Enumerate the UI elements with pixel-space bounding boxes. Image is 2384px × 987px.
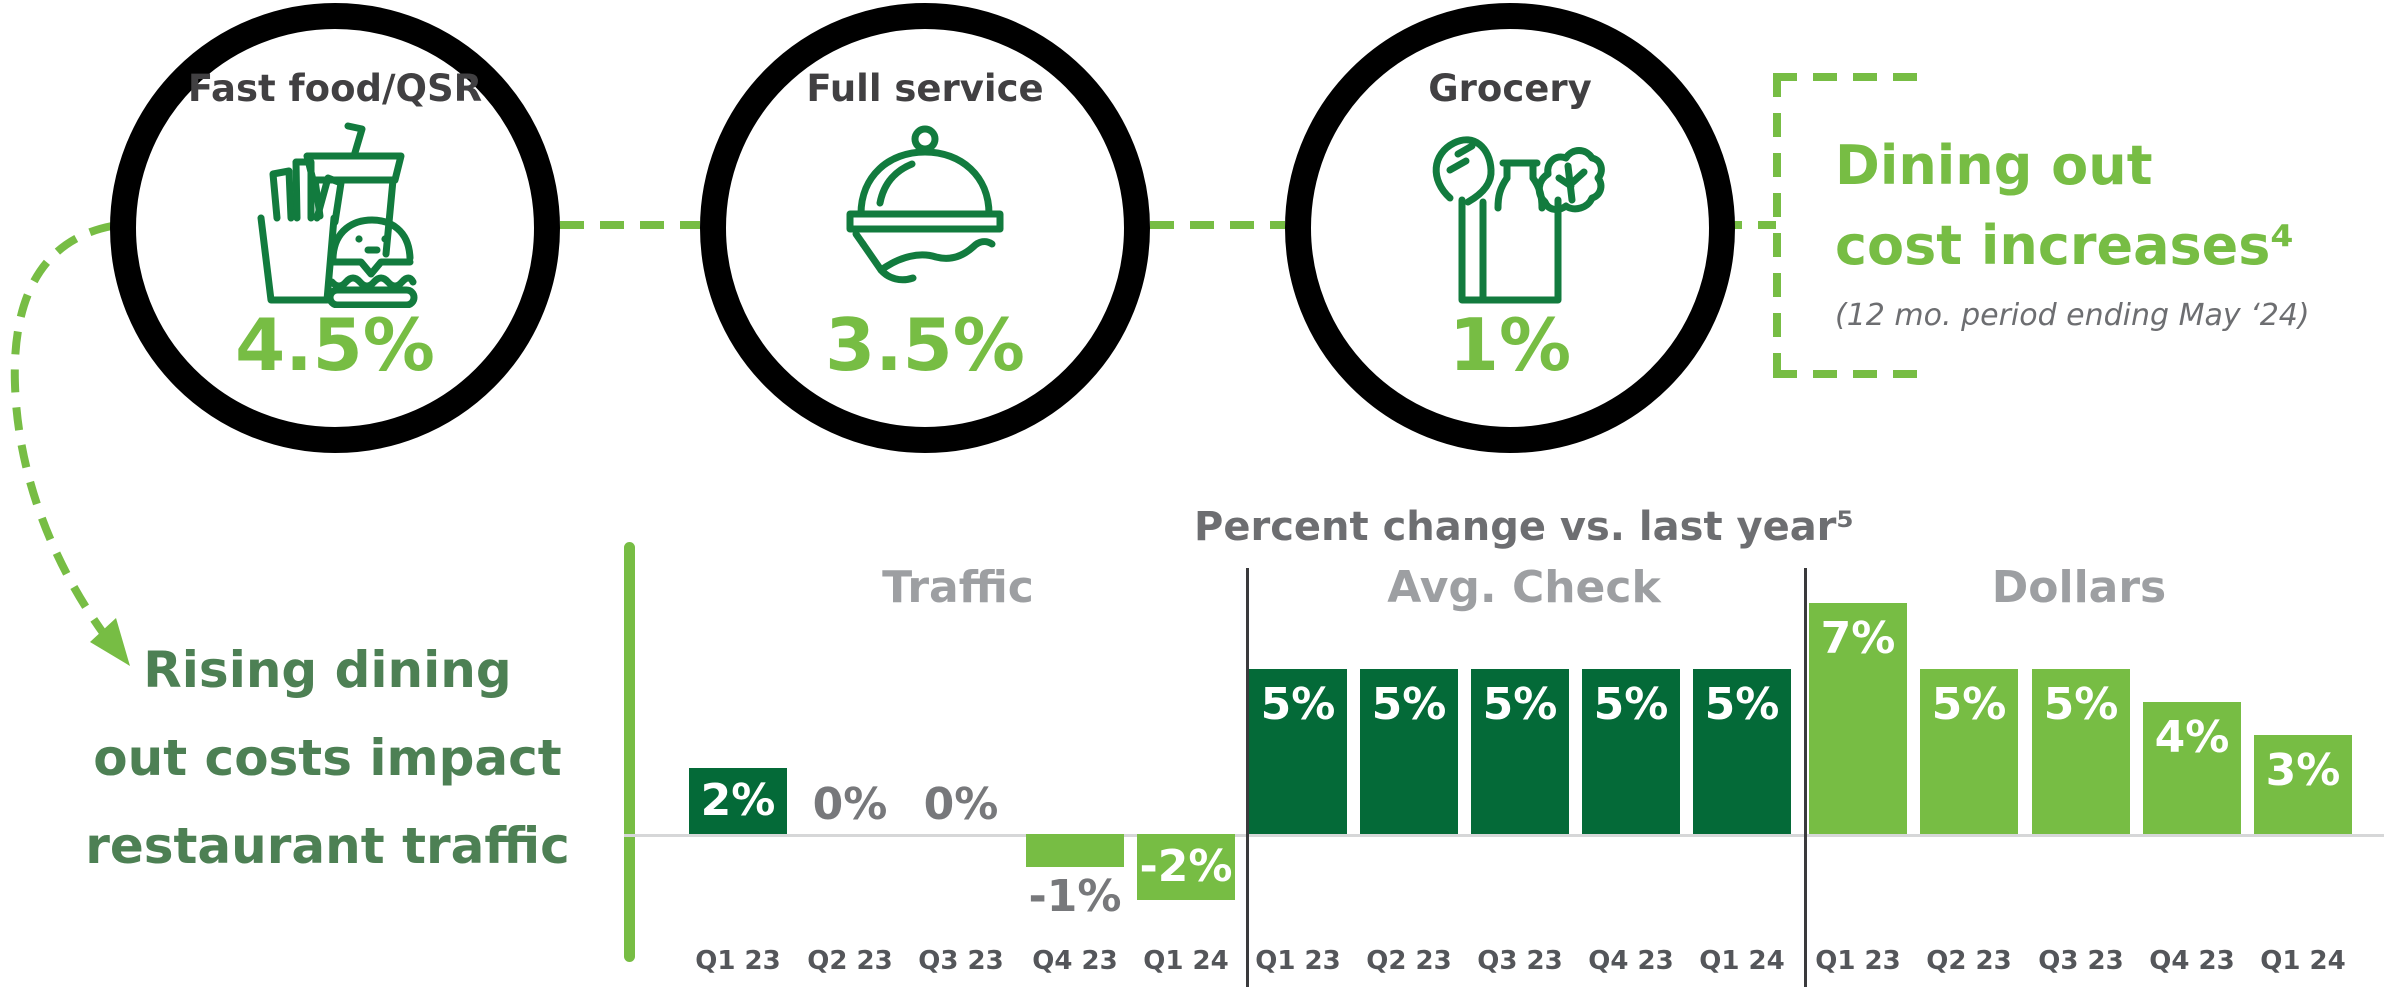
circle-full-service-value: 3.5% — [825, 303, 1025, 387]
callout-bracket-vertical — [1773, 73, 1781, 378]
bar-value-label-traffic-q3-23: 0% — [923, 779, 999, 830]
circle-grocery: Grocery 1% — [1285, 3, 1735, 453]
x-label-traffic-q2-23: Q2 23 — [807, 946, 893, 976]
callout-subtitle: (12 mo. period ending May ‘24) — [1835, 298, 2310, 333]
left-note-line-2: out costs impact — [93, 729, 562, 787]
bar-value-label-avg-check-q2-23: 5% — [1371, 679, 1447, 730]
x-label-traffic-q1-24: Q1 24 — [1143, 946, 1229, 976]
x-label-traffic-q1-23: Q1 23 — [695, 946, 781, 976]
x-label-avg-check-q1-23: Q1 23 — [1255, 946, 1341, 976]
bar-value-label-traffic-q2-23: 0% — [812, 779, 888, 830]
bar-avg-check-q3-23 — [1471, 669, 1569, 834]
x-label-dollars-q4-23: Q4 23 — [2149, 946, 2235, 976]
left-note-line-3: restaurant traffic — [85, 817, 570, 875]
x-label-traffic-q3-23: Q3 23 — [918, 946, 1004, 976]
bar-value-label-dollars-q2-23: 5% — [1931, 679, 2007, 730]
left-note-heading: Rising dining out costs impact restauran… — [40, 626, 615, 890]
group-title-dollars: Dollars — [1991, 562, 2167, 613]
callout-heading-line-2: cost increases⁴ — [1835, 214, 2295, 277]
group-separator-2 — [1804, 568, 1807, 987]
chart-baseline — [624, 834, 2384, 837]
bar-value-label-traffic-q1-24: -2% — [1139, 841, 1233, 892]
x-label-dollars-q3-23: Q3 23 — [2038, 946, 2124, 976]
bar-traffic-q1-23 — [689, 768, 787, 834]
bar-avg-check-q4-23 — [1582, 669, 1680, 834]
bar-avg-check-q1-23 — [1249, 669, 1347, 834]
bar-dollars-q1-24 — [2254, 735, 2352, 834]
bar-value-label-dollars-q1-24: 3% — [2265, 745, 2341, 796]
x-label-dollars-q2-23: Q2 23 — [1926, 946, 2012, 976]
callout-heading: Dining out cost increases⁴ — [1835, 126, 2294, 286]
circle-fast-food-value: 4.5% — [235, 303, 435, 387]
bar-dollars-q4-23 — [2143, 702, 2241, 834]
bar-value-label-avg-check-q1-24: 5% — [1704, 679, 1780, 730]
bar-value-label-traffic-q1-23: 2% — [700, 775, 776, 826]
chart-accent-line — [624, 542, 635, 962]
group-title-avg-check: Avg. Check — [1387, 562, 1661, 613]
circle-fast-food-label: Fast food/QSR — [187, 67, 483, 110]
bar-value-label-traffic-q4-23: -1% — [1028, 871, 1122, 922]
bar-value-label-dollars-q4-23: 4% — [2154, 712, 2230, 763]
fast-food-icon — [257, 122, 418, 308]
chart-title: Percent change vs. last year⁵ — [1194, 504, 1854, 550]
bar-traffic-q1-24 — [1137, 834, 1235, 900]
dashed-connector-2 — [1150, 221, 1285, 229]
bar-chart: Percent change vs. last year⁵ Traffic 2% Q… — [600, 480, 2384, 987]
circle-full-service-label: Full service — [806, 67, 1044, 110]
grocery-bag-icon — [1432, 136, 1605, 304]
group-separator-1 — [1246, 568, 1249, 987]
x-label-dollars-q1-23: Q1 23 — [1815, 946, 1901, 976]
dashed-connector-1 — [560, 221, 700, 229]
x-label-avg-check-q3-23: Q3 23 — [1477, 946, 1563, 976]
bar-value-label-dollars-q3-23: 5% — [2043, 679, 2119, 730]
bar-value-label-avg-check-q3-23: 5% — [1482, 679, 1558, 730]
group-title-traffic: Traffic — [882, 562, 1034, 613]
x-label-traffic-q4-23: Q4 23 — [1032, 946, 1118, 976]
x-label-avg-check-q1-24: Q1 24 — [1699, 946, 1785, 976]
bar-value-label-avg-check-q4-23: 5% — [1593, 679, 1669, 730]
bar-dollars-q2-23 — [1920, 669, 2018, 834]
left-note-line-1: Rising dining — [143, 641, 512, 699]
bar-dollars-q3-23 — [2032, 669, 2130, 834]
circle-grocery-label: Grocery — [1428, 67, 1592, 110]
callout-bracket-top — [1773, 73, 1930, 81]
callout-bracket-bottom — [1773, 370, 1930, 378]
bar-avg-check-q1-24 — [1693, 669, 1791, 834]
x-label-avg-check-q2-23: Q2 23 — [1366, 946, 1452, 976]
circle-full-service: Full service 3.5% — [700, 3, 1150, 453]
cloche-icon — [846, 125, 1004, 284]
circle-grocery-value: 1% — [1448, 303, 1572, 387]
bar-avg-check-q2-23 — [1360, 669, 1458, 834]
callout-heading-line-1: Dining out — [1835, 134, 2153, 197]
bar-value-label-dollars-q1-23: 7% — [1820, 613, 1896, 664]
bar-traffic-q4-23 — [1026, 834, 1124, 867]
dashed-connector-3 — [1718, 221, 1776, 229]
bar-dollars-q1-23 — [1809, 603, 1907, 834]
x-label-avg-check-q4-23: Q4 23 — [1588, 946, 1674, 976]
bar-value-label-avg-check-q1-23: 5% — [1260, 679, 1336, 730]
x-label-dollars-q1-24: Q1 24 — [2260, 946, 2346, 976]
circle-fast-food: Fast food/QSR 4.5% — [110, 3, 560, 453]
